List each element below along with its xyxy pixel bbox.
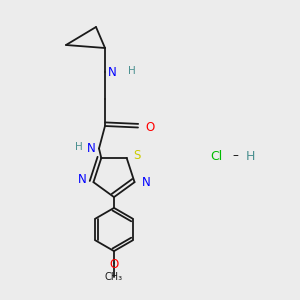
Text: N: N [78,173,86,186]
Text: Cl: Cl [210,149,222,163]
Text: N: N [87,142,96,155]
Text: H: H [128,65,136,76]
Text: N: N [108,65,117,79]
Text: H: H [75,142,83,152]
Text: –: – [232,149,238,163]
Text: H: H [246,149,255,163]
Text: O: O [146,121,154,134]
Text: O: O [110,257,119,271]
Text: S: S [134,148,141,161]
Text: N: N [142,176,150,189]
Text: CH₃: CH₃ [105,272,123,282]
